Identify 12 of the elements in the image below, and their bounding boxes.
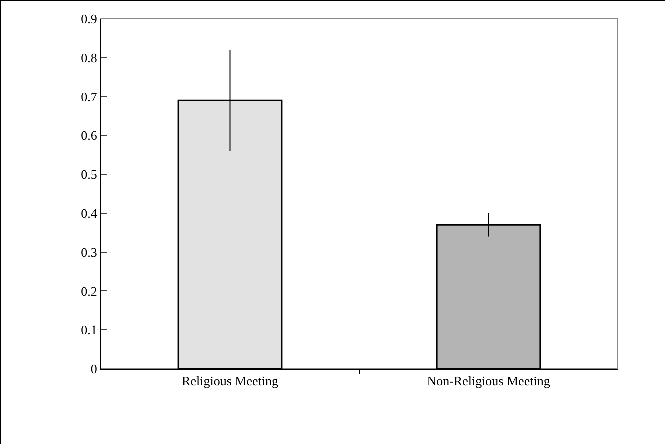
y-tick-label: 0.4 (81, 206, 98, 221)
x-tick-label: Non-Religious Meeting (427, 374, 551, 389)
y-tick-label: 0 (90, 362, 98, 377)
y-tick-label: 0.9 (81, 12, 98, 27)
y-tick-label: 0.8 (81, 50, 98, 66)
y-tick-label: 0.2 (81, 284, 98, 299)
y-tick-label: 0.7 (81, 89, 98, 104)
x-tick-label: Religious Meeting (182, 374, 279, 389)
y-tick-label: 0.1 (81, 322, 98, 338)
y-tick-label: 0.5 (81, 167, 98, 182)
y-tick-label: 0.6 (81, 128, 98, 144)
y-tick-label: 0.3 (81, 244, 98, 260)
